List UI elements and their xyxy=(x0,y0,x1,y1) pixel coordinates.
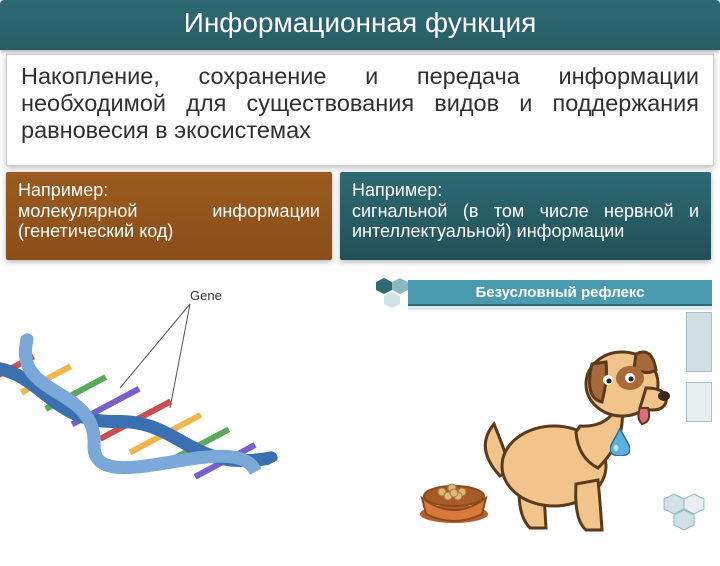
reflex-label-bar: Безусловный рефлекс xyxy=(408,280,712,306)
dna-illustration: Gene xyxy=(0,268,360,538)
dog-icon xyxy=(480,328,670,538)
side-bar-2 xyxy=(686,382,712,422)
example-right-label: Например: xyxy=(352,180,442,200)
example-left-text: молекулярной информации (генетический ко… xyxy=(18,201,320,242)
example-right-text: сигнальной (в том числе нервной и интелл… xyxy=(352,201,699,242)
dna-rungs xyxy=(0,284,255,536)
side-bar-1 xyxy=(686,312,712,372)
food-bowl-icon xyxy=(418,474,490,524)
dna-strand-1 xyxy=(0,268,271,556)
corner-hex-icon xyxy=(662,492,710,532)
dna-helix xyxy=(0,240,309,565)
example-right-box: Например: сигнальной (в том числе нервно… xyxy=(340,172,711,260)
side-decor xyxy=(686,312,712,432)
example-left-label: Например: xyxy=(18,180,108,200)
description-block: Накопление, сохранение и передача информ… xyxy=(6,54,714,166)
drop-icon xyxy=(610,428,630,456)
example-left-box: Например: молекулярной информации (генет… xyxy=(6,172,332,260)
slide-title: Информационная функция xyxy=(0,0,720,50)
